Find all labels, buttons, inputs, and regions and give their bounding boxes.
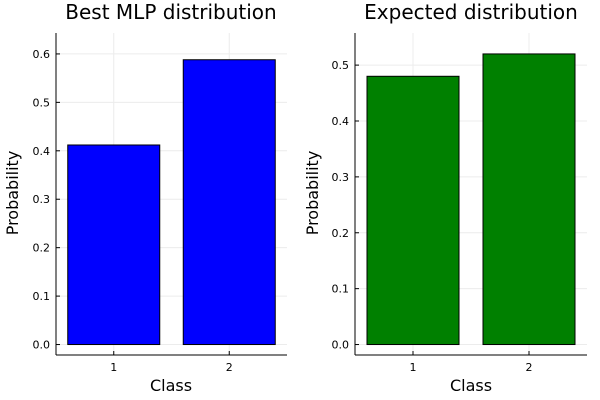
y-axis-label: Probability xyxy=(303,151,322,236)
x-tick-label: 1 xyxy=(410,361,417,374)
y-tick-label: 0.5 xyxy=(33,96,51,109)
y-tick-label: 0.0 xyxy=(332,339,350,352)
y-ticks: 0.0 0.1 0.2 0.3 0.4 0.5 0.6 xyxy=(33,48,60,352)
y-axis-label: Probability xyxy=(3,151,22,236)
y-tick-label: 0.1 xyxy=(33,290,51,303)
bar-class-2 xyxy=(482,53,576,346)
y-tick-label: 0.4 xyxy=(33,145,51,158)
chart-title: Best MLP distribution xyxy=(65,0,276,24)
x-axis-label: Class xyxy=(450,376,492,395)
chart-title: Expected distribution xyxy=(364,0,578,24)
y-tick-label: 0.6 xyxy=(33,48,51,61)
y-tick-label: 0.0 xyxy=(33,339,51,352)
bars xyxy=(366,53,576,346)
y-ticks: 0.0 0.1 0.2 0.3 0.4 0.5 xyxy=(332,59,359,352)
bar-class-1 xyxy=(67,144,161,346)
y-tick-label: 0.2 xyxy=(332,227,350,240)
y-tick-label: 0.2 xyxy=(33,242,51,255)
x-tick-label: 2 xyxy=(226,361,233,374)
bar-class-1 xyxy=(366,75,460,346)
y-tick-label: 0.3 xyxy=(332,171,350,184)
x-axis-label: Class xyxy=(150,376,192,395)
y-tick-label: 0.3 xyxy=(33,193,51,206)
y-tick-label: 0.4 xyxy=(332,115,350,128)
y-tick-label: 0.5 xyxy=(332,59,350,72)
bars xyxy=(67,59,276,346)
y-tick-label: 0.1 xyxy=(332,283,350,296)
bar-class-2 xyxy=(182,59,276,346)
x-tick-label: 1 xyxy=(110,361,117,374)
x-tick-label: 2 xyxy=(526,361,533,374)
